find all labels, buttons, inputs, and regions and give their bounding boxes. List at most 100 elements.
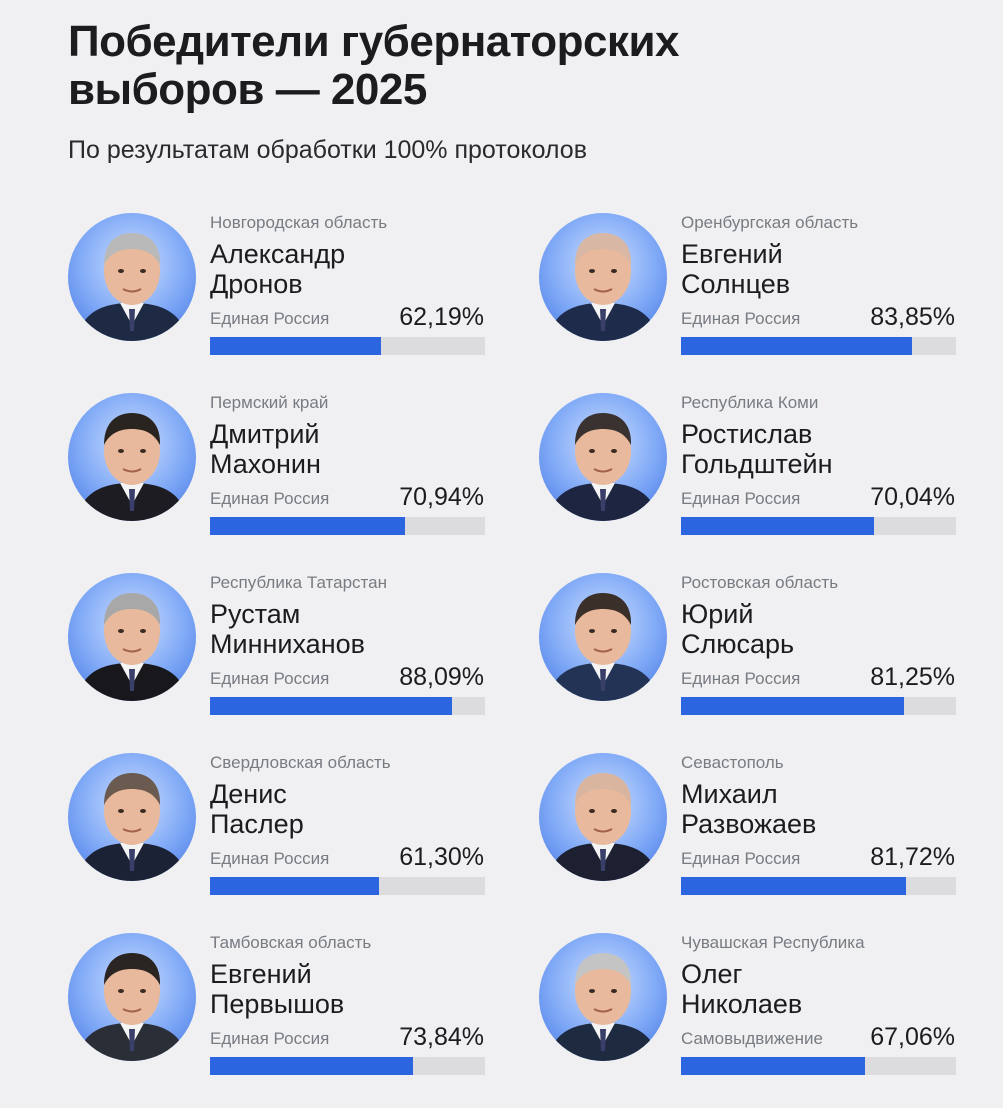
party-label: Единая Россия [210,849,330,868]
vote-bar-fill [681,517,874,535]
candidate-name: Юрий Слюсарь [681,599,794,659]
avatar [539,393,667,521]
avatar [68,213,196,341]
portrait-icon [76,233,188,341]
vote-bar-fill [681,337,912,355]
candidate-name: Александр Дронов [210,239,345,299]
candidate-name: Ростислав Гольдштейн [681,419,833,479]
winner-card: Оренбургская область Евгений Солнцев Единая… [539,199,959,359]
vote-bar [210,697,485,715]
portrait-icon [547,593,659,701]
region-label: Тамбовская область [210,933,372,952]
region-label: Свердловская область [210,753,391,772]
avatar [539,753,667,881]
vote-percent: 67,06% [870,1023,955,1051]
last-name: Дронов [210,269,303,299]
portrait-icon [547,233,659,341]
region-label: Чувашская Республика [681,933,865,952]
vote-bar [681,697,956,715]
last-name: Солнцев [681,269,791,299]
last-name: Минниханов [210,629,365,659]
vote-bar [681,1057,956,1075]
first-name: Олег [681,959,743,989]
winner-card: Республика Татарстан Рустам Минниханов Един… [68,559,488,719]
party-label: Единая Россия [210,1029,330,1048]
avatar [539,933,667,1061]
party-label: Единая Россия [681,669,801,688]
winner-card: Тамбовская область Евгений Первышов Единая … [68,919,488,1079]
candidate-name: Рустам Минниханов [210,599,365,659]
portrait-icon [76,953,188,1061]
avatar [68,393,196,521]
portrait-icon [547,773,659,881]
first-name: Михаил [681,779,778,809]
avatar [68,933,196,1061]
page-subtitle: По результатам обработки 100% протоколов [68,136,587,164]
vote-percent: 81,25% [870,663,955,691]
winner-card: Севастополь Михаил Развожаев Единая Россия 8… [539,739,959,899]
first-name: Дмитрий [210,419,320,449]
winner-card: Чувашская Республика Олег Николаев Самовыдв… [539,919,959,1079]
vote-bar [681,877,956,895]
portrait-icon [547,413,659,521]
portrait-icon [76,413,188,521]
first-name: Евгений [681,239,783,269]
first-name: Александр [210,239,346,269]
vote-bar-fill [681,877,906,895]
portrait-icon [76,773,188,881]
winner-card: Пермский край Дмитрий Махонин Единая Россия… [68,379,488,539]
vote-percent: 62,19% [399,303,484,331]
region-label: Новгородская область [210,213,388,232]
vote-bar-fill [681,697,905,715]
avatar [539,573,667,701]
party-label: Самовыдвижение [681,1029,823,1048]
last-name: Паслер [210,809,304,839]
vote-bar [210,337,485,355]
title-line-1: Победители губернаторских [68,17,679,66]
first-name: Юрий [681,599,754,629]
candidate-name: Михаил Развожаев [681,779,816,839]
vote-bar-fill [210,1057,414,1075]
first-name: Рустам [210,599,301,629]
party-label: Единая Россия [681,309,801,328]
party-label: Единая Россия [210,669,330,688]
vote-percent: 61,30% [399,843,484,871]
party-label: Единая Россия [681,849,801,868]
winner-card: Ростовская область Юрий Слюсарь Единая Росс… [539,559,959,719]
page-title: Победители губернаторских выборов — 2025 [68,18,868,114]
last-name: Николаев [681,989,803,1019]
party-label: Единая Россия [681,489,801,508]
candidate-name: Евгений Первышов [210,959,344,1019]
vote-bar-fill [210,697,453,715]
region-label: Ростовская область [681,573,839,592]
vote-percent: 88,09% [399,663,484,691]
candidate-name: Дмитрий Махонин [210,419,321,479]
first-name: Евгений [210,959,312,989]
vote-bar [210,877,485,895]
party-label: Единая Россия [210,309,330,328]
region-label: Пермский край [210,393,329,412]
vote-bar-fill [210,877,379,895]
region-label: Республика Татарстан [210,573,387,592]
avatar [68,573,196,701]
last-name: Гольдштейн [681,449,833,479]
candidate-name: Евгений Солнцев [681,239,790,299]
vote-percent: 81,72% [870,843,955,871]
vote-bar [210,1057,485,1075]
winner-card: Новгородская область Александр Дронов Едина… [68,199,488,359]
first-name: Ростислав [681,419,813,449]
vote-bar-fill [210,337,382,355]
region-label: Севастополь [681,753,784,772]
last-name: Махонин [210,449,321,479]
vote-bar-fill [210,517,406,535]
avatar [539,213,667,341]
last-name: Развожаев [681,809,817,839]
portrait-icon [76,593,188,701]
vote-percent: 70,04% [870,483,955,511]
last-name: Слюсарь [681,629,795,659]
portrait-icon [547,953,659,1061]
vote-percent: 83,85% [870,303,955,331]
candidate-name: Олег Николаев [681,959,802,1019]
avatar [68,753,196,881]
first-name: Денис [210,779,287,809]
